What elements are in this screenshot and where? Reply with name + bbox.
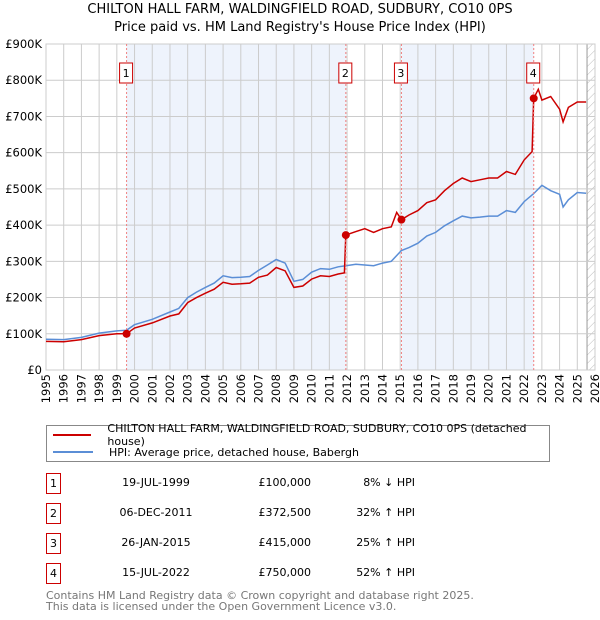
x-tick-label: 2004 [198, 374, 212, 403]
x-tick-label: 2010 [305, 374, 319, 403]
x-tick-label: 2024 [553, 374, 567, 403]
x-tick-label: 2021 [499, 374, 513, 403]
x-tick-label: 2018 [446, 374, 460, 403]
chart-title: CHILTON HALL FARM, WALDINGFIELD ROAD, SU… [87, 2, 513, 17]
x-tick-label: 2002 [163, 374, 177, 403]
x-tick-label: 2020 [482, 374, 496, 403]
x-tick-label: 2000 [128, 374, 142, 403]
sales-table-row: 2 06-DEC-2011 £372,500 32% ↑ HPI [46, 503, 446, 525]
sale-price: £750,000 [258, 566, 312, 579]
x-tick-label: 1995 [39, 374, 53, 403]
sale-label-number: 1 [123, 67, 130, 80]
legend-label-property: CHILTON HALL FARM, WALDINGFIELD ROAD, SU… [107, 422, 527, 448]
x-tick-label: 2025 [570, 374, 584, 403]
sale-number-box: 4 [46, 563, 61, 584]
legend-label-hpi: HPI: Average price, detached house, Babe… [109, 445, 359, 459]
x-tick-label: 2011 [322, 374, 336, 403]
y-tick-label: £300K [5, 254, 42, 268]
y-tick-label: £700K [5, 109, 42, 123]
sale-hpi-comparison: 25% ↑ HPI [356, 536, 415, 549]
x-tick-label: 2007 [252, 374, 266, 403]
sale-number-box: 2 [46, 503, 61, 524]
sales-table-row: 3 26-JAN-2015 £415,000 25% ↑ HPI [46, 533, 446, 555]
y-tick-label: £900K [5, 37, 42, 51]
y-tick-label: £600K [5, 146, 42, 160]
property-price-line [45, 87, 587, 343]
chart-subtitle: Price paid vs. HM Land Registry's House … [114, 20, 486, 35]
sale-price: £100,000 [258, 476, 312, 489]
y-tick-label: £100K [5, 327, 42, 341]
x-tick-label: 2023 [535, 374, 549, 403]
sales-table-row: 4 15-JUL-2022 £750,000 52% ↑ HPI [46, 563, 446, 585]
sale-price: £415,000 [258, 536, 312, 549]
x-tick-label: 2003 [181, 374, 195, 403]
sale-label-number: 2 [342, 67, 349, 80]
sale-point [397, 215, 406, 224]
sale-label-box [119, 62, 134, 84]
x-tick-label: 1999 [110, 374, 124, 403]
x-tick-label: 2008 [269, 374, 283, 403]
x-tick-label: 2015 [393, 374, 407, 403]
x-tick-label: 2016 [411, 374, 425, 403]
x-tick-label: 2022 [517, 374, 531, 403]
x-tick-label: 2017 [429, 374, 443, 403]
y-tick-label: £0 [27, 363, 42, 377]
y-tick-label: £500K [5, 182, 42, 196]
legend-swatch-hpi [53, 451, 93, 453]
sale-label-box [338, 62, 353, 84]
sale-price: £372,500 [258, 506, 312, 519]
legend-item-hpi: HPI: Average price, detached house, Babe… [53, 444, 359, 460]
sale-date: 26-JAN-2015 [121, 536, 191, 549]
legend-item-property: CHILTON HALL FARM, WALDINGFIELD ROAD, SU… [53, 422, 549, 448]
x-tick-label: 2014 [375, 374, 389, 403]
x-tick-label: 1996 [57, 374, 71, 403]
sale-date: 19-JUL-1999 [122, 476, 190, 489]
x-tick-label: 2013 [358, 374, 372, 403]
sale-label-box [526, 62, 541, 84]
plot-frame [45, 43, 596, 371]
sale-number-box: 1 [46, 473, 61, 494]
x-tick-label: 2019 [464, 374, 478, 403]
shaded-band [401, 44, 534, 370]
legend: CHILTON HALL FARM, WALDINGFIELD ROAD, SU… [46, 422, 550, 462]
sale-point [529, 94, 538, 103]
x-tick-label: 2012 [340, 374, 354, 403]
sale-hpi-comparison: 52% ↑ HPI [356, 566, 415, 579]
sale-date: 15-JUL-2022 [122, 566, 190, 579]
sale-date: 06-DEC-2011 [119, 506, 193, 519]
sale-label-number: 3 [397, 67, 404, 80]
x-tick-label: 1997 [74, 374, 88, 403]
x-tick-label: 2026 [588, 374, 600, 403]
footer-licence: This data is licensed under the Open Gov… [46, 600, 397, 613]
y-tick-label: £400K [5, 218, 42, 232]
sale-hpi-comparison: 32% ↑ HPI [356, 506, 415, 519]
x-tick-label: 2006 [234, 374, 248, 403]
forecast-hatch [587, 44, 595, 370]
x-tick-label: 1998 [92, 374, 106, 403]
sale-hpi-comparison: 8% ↓ HPI [363, 476, 415, 489]
sale-label-box [393, 62, 408, 84]
sale-number-box: 3 [46, 533, 61, 554]
x-tick-label: 2001 [145, 374, 159, 403]
x-tick-label: 2009 [287, 374, 301, 403]
sale-point [122, 329, 131, 338]
footer-copyright: Contains HM Land Registry data © Crown c… [46, 589, 474, 602]
sale-point [341, 231, 350, 240]
sales-table-row: 1 19-JUL-1999 £100,000 8% ↓ HPI [46, 473, 446, 495]
shaded-band [126, 44, 346, 370]
price-chart: 1995 1996 1997 1998 1999 2000 2001 2002 2003 2004… [5, 37, 600, 403]
x-tick-label: 2005 [216, 374, 230, 403]
y-tick-label: £200K [5, 291, 42, 305]
legend-swatch-property [53, 434, 92, 436]
y-tick-label: £800K [5, 73, 42, 87]
sale-label-number: 4 [530, 67, 537, 80]
